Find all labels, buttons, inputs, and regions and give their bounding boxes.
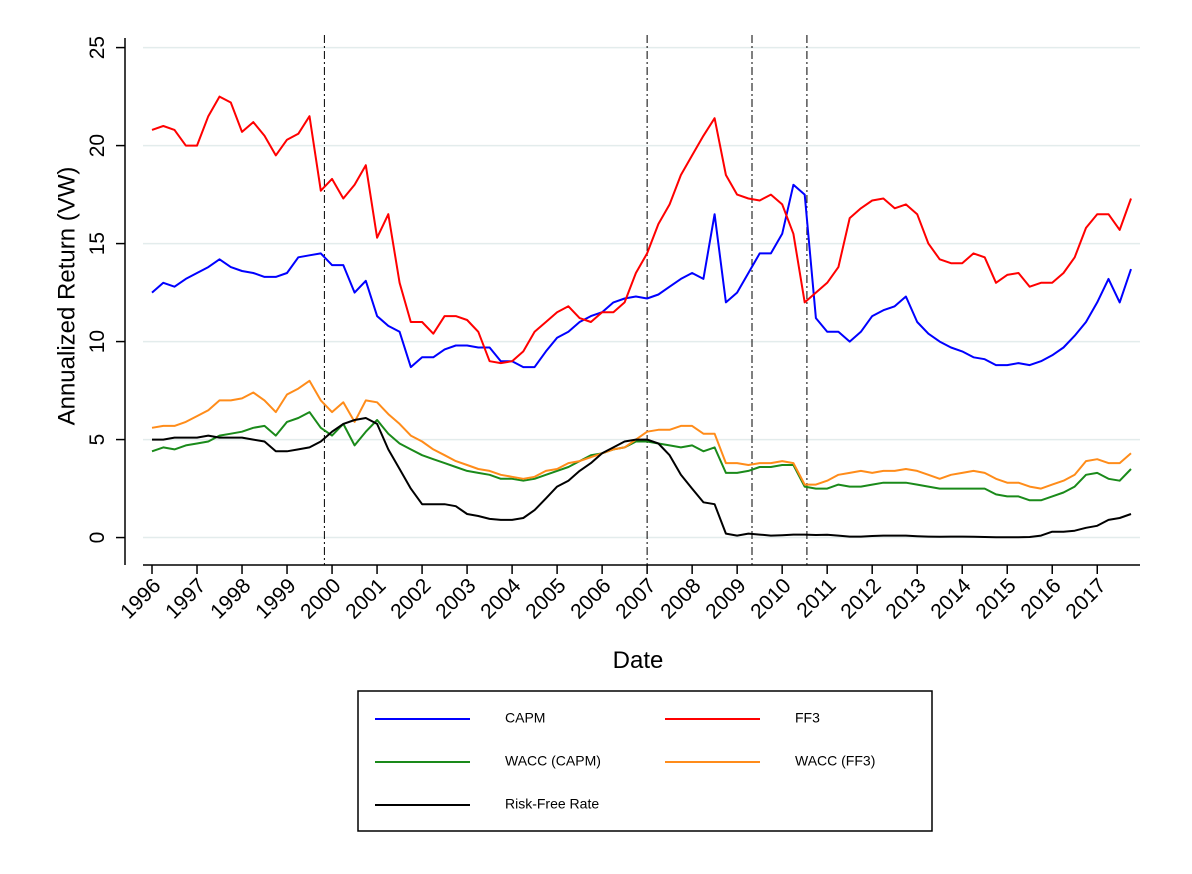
legend-label: CAPM bbox=[505, 710, 545, 726]
series-line bbox=[152, 417, 1132, 539]
y-tick-label: 10 bbox=[86, 330, 109, 353]
x-tick-label: 2016 bbox=[1016, 574, 1065, 623]
legend-label: WACC (FF3) bbox=[795, 753, 875, 769]
legend-label: WACC (CAPM) bbox=[505, 753, 601, 769]
x-tick-label: 2001 bbox=[341, 574, 390, 623]
x-tick-label: 2005 bbox=[521, 574, 570, 623]
x-tick-label: 2011 bbox=[792, 574, 840, 622]
x-tick-label: 2000 bbox=[296, 574, 345, 623]
x-tick-label: 2010 bbox=[746, 574, 795, 623]
y-tick-label: 20 bbox=[86, 134, 109, 157]
y-tick-label: 15 bbox=[86, 232, 109, 255]
series-line bbox=[151, 95, 1132, 365]
x-axis-title: Date bbox=[613, 647, 664, 674]
x-tick-label: 1996 bbox=[116, 574, 165, 623]
y-tick-label: 25 bbox=[86, 36, 109, 59]
x-tick-label: 2012 bbox=[836, 574, 885, 623]
x-tick-label: 2014 bbox=[926, 574, 976, 624]
y-tick-label: 5 bbox=[86, 434, 109, 446]
x-tick-label: 2007 bbox=[611, 574, 660, 623]
x-tick-label: 1999 bbox=[251, 574, 300, 623]
series-line bbox=[151, 183, 1132, 369]
series-line bbox=[151, 411, 1132, 502]
series-line bbox=[151, 379, 1132, 490]
x-tick-label: 2013 bbox=[881, 574, 930, 623]
x-tick-label: 2002 bbox=[386, 574, 435, 623]
x-tick-label: 1997 bbox=[161, 574, 210, 623]
x-tick-label: 2015 bbox=[971, 574, 1020, 623]
x-tick-label: 2006 bbox=[566, 574, 615, 623]
legend-box bbox=[357, 690, 933, 832]
x-tick-label: 2003 bbox=[431, 574, 480, 623]
legend-label: FF3 bbox=[795, 710, 820, 726]
y-axis-title: Annualized Return (VW) bbox=[53, 167, 80, 426]
x-tick-label: 1998 bbox=[206, 574, 255, 623]
x-tick-label: 2009 bbox=[701, 574, 750, 623]
y-tick-label: 0 bbox=[86, 532, 109, 544]
x-tick-label: 2017 bbox=[1061, 574, 1110, 623]
x-tick-label: 2004 bbox=[476, 574, 526, 624]
x-tick-label: 2008 bbox=[656, 574, 705, 623]
legend-label: Risk-Free Rate bbox=[505, 796, 599, 812]
